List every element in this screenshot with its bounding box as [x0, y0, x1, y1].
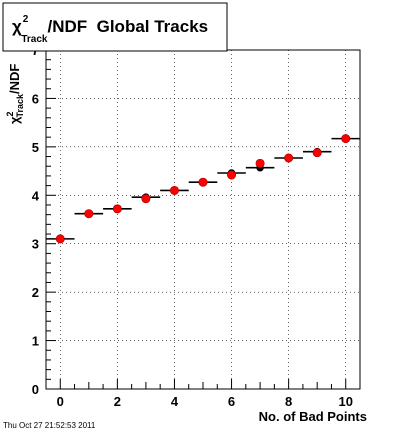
grid-lines	[46, 49, 360, 390]
red-point	[227, 170, 237, 180]
y-tick-label: 2	[32, 285, 39, 300]
title-rest: /NDF Global Tracks	[48, 17, 209, 36]
y-tick-label: 6	[32, 91, 39, 106]
title-box: χ2 Track/NDF Global Tracks	[2, 2, 228, 52]
title-text: χ2 Track/NDF Global Tracks	[12, 14, 208, 45]
x-tick-label: 0	[57, 394, 64, 409]
tick-labels: 024681001234567	[32, 43, 353, 409]
x-axis-label: No. of Bad Points	[259, 409, 367, 424]
red-point	[312, 148, 322, 158]
y-tick-label: 5	[32, 140, 39, 155]
y-tick-label: 4	[32, 188, 40, 203]
timestamp: Thu Oct 27 21:52:53 2011	[3, 421, 96, 430]
y-label-symbol: χ2Track/NDF	[5, 64, 25, 124]
x-tick-label: 4	[171, 394, 179, 409]
x-tick-label: 6	[228, 394, 235, 409]
red-point	[341, 134, 351, 144]
red-point	[141, 194, 151, 204]
y-tick-label: 3	[32, 237, 39, 252]
y-axis-label: χ2Track/NDF	[5, 64, 25, 124]
x-tick-label: 2	[114, 394, 121, 409]
red-point	[84, 209, 94, 219]
y-tick-label: 0	[32, 382, 39, 397]
y-label-sub: Track	[15, 93, 25, 118]
title-sub: Track	[21, 34, 48, 45]
red-point	[169, 185, 179, 195]
title-chi: χ	[12, 17, 22, 36]
red-point	[55, 234, 65, 244]
x-tick-label: 8	[285, 394, 292, 409]
red-point	[255, 158, 265, 168]
axis-ticks	[46, 49, 361, 390]
red-point	[284, 153, 294, 163]
y-label-chi: χ	[7, 116, 22, 124]
x-tick-label: 10	[338, 394, 352, 409]
plot-frame	[45, 49, 361, 390]
y-tick-label: 1	[32, 334, 39, 349]
title-sup: 2	[23, 14, 29, 25]
red-point	[112, 204, 122, 214]
data-marks	[46, 134, 360, 244]
y-label-rest: /NDF	[7, 64, 22, 94]
y-label-sup: 2	[5, 112, 15, 117]
red-point	[198, 177, 208, 187]
